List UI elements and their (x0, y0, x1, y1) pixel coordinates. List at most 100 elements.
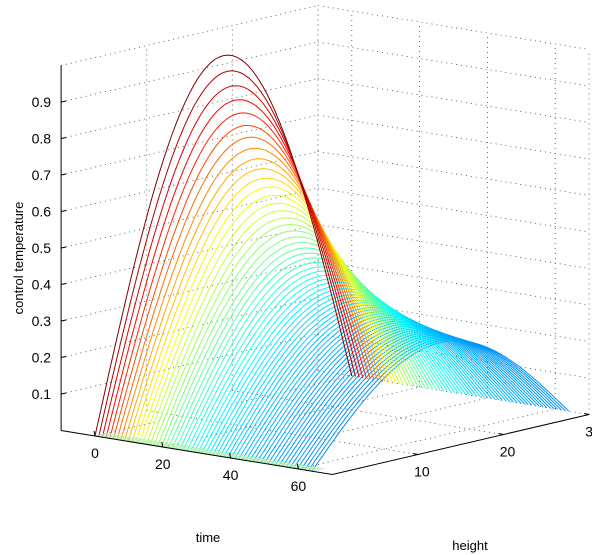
grid-line (317, 370, 590, 415)
surface-curve (296, 335, 555, 470)
grid-line (146, 410, 418, 455)
x-tick-label: 20 (155, 456, 171, 472)
surface-curve (157, 230, 415, 447)
base-line (308, 467, 322, 472)
surface-curve (245, 315, 503, 461)
z-tick-label: 0.3 (32, 313, 52, 329)
grid-line (317, 5, 590, 50)
surface-curve (153, 223, 412, 446)
grid-line (317, 333, 590, 379)
base-line (150, 441, 164, 446)
surface-curve (208, 291, 467, 455)
grid-line (317, 260, 590, 306)
surface-curve (311, 340, 570, 472)
base-line (238, 455, 252, 460)
x-tick-label: 0 (91, 445, 99, 461)
base-line (175, 445, 189, 450)
z-tick (61, 173, 67, 176)
surface-curve (182, 266, 441, 451)
surface-curve (175, 257, 434, 450)
grid-line (61, 333, 318, 395)
x-tick-label: 60 (291, 478, 307, 494)
x-tick-label: 40 (223, 467, 239, 483)
base-line (139, 439, 153, 444)
x-tick (296, 463, 299, 470)
surface-curve (204, 288, 463, 455)
surface-curves (94, 54, 570, 472)
surface-curve (197, 281, 456, 453)
base-line (124, 437, 138, 442)
surface-curve (186, 270, 445, 452)
base-line (271, 461, 285, 466)
surface-curve (146, 210, 404, 445)
base-line (293, 464, 307, 469)
surface-curve (101, 85, 360, 438)
surface-curve (138, 194, 397, 444)
grid-line (317, 151, 590, 196)
base-line (127, 437, 142, 442)
surface-curve (230, 306, 489, 459)
base-line (113, 435, 127, 440)
surface-curve (112, 124, 371, 440)
surface-curve (256, 320, 514, 463)
z-tick-label: 0.9 (32, 94, 52, 110)
grid-line (232, 390, 504, 435)
base-line (234, 455, 248, 460)
surface-curve (127, 168, 386, 442)
base-line (227, 453, 241, 458)
grid-line (317, 78, 590, 123)
surface-curve (226, 304, 485, 458)
surface-curve (164, 242, 423, 448)
surface-curve (123, 158, 382, 441)
z-tick (61, 392, 67, 395)
base-line (135, 439, 149, 444)
base-line (131, 438, 145, 443)
surface-curve (120, 147, 378, 441)
z-tick-label: 0.1 (32, 386, 52, 402)
base-line (105, 434, 119, 439)
z-axis-label: control temperature (11, 202, 26, 315)
surface-curve (223, 302, 481, 458)
base-line (146, 440, 160, 445)
base-line (186, 447, 200, 452)
surface-curve (109, 112, 367, 439)
z-tick (61, 356, 67, 358)
z-tick-label: 0.6 (32, 204, 52, 220)
base-line (194, 448, 208, 453)
base-line (256, 458, 270, 463)
base-line (120, 436, 134, 441)
y-tick-label: 10 (414, 464, 430, 480)
surface-curve (135, 186, 393, 443)
surface-curve (293, 334, 551, 469)
y-tick (584, 413, 590, 415)
grid-line (317, 187, 590, 233)
z-tick-label: 0.7 (32, 167, 52, 183)
surface-curve (193, 278, 452, 453)
x-tick (93, 430, 96, 437)
z-tick (61, 137, 67, 139)
grid-line (61, 5, 318, 66)
surface-curve (267, 325, 525, 465)
base-line (245, 456, 259, 461)
base-line (164, 443, 178, 448)
base-line (197, 449, 211, 454)
base-line (241, 456, 256, 461)
surface-curve (131, 177, 390, 443)
grid-line (317, 114, 590, 160)
base-line (289, 464, 303, 469)
z-tick (61, 100, 67, 103)
z-tick (61, 283, 67, 285)
z-tick-label: 0.4 (32, 277, 52, 293)
base-line (264, 459, 278, 464)
x-axis-line (61, 430, 333, 475)
base-line (142, 440, 156, 445)
surface-curve (168, 247, 426, 449)
base-line (297, 465, 311, 470)
x-axis-label: time (196, 530, 221, 545)
y-tick (412, 453, 418, 455)
surface-curve (142, 202, 401, 444)
z-tick (61, 246, 67, 249)
base-line (94, 432, 108, 437)
base-line (201, 449, 215, 454)
z-tick-label: 0.8 (32, 131, 52, 147)
